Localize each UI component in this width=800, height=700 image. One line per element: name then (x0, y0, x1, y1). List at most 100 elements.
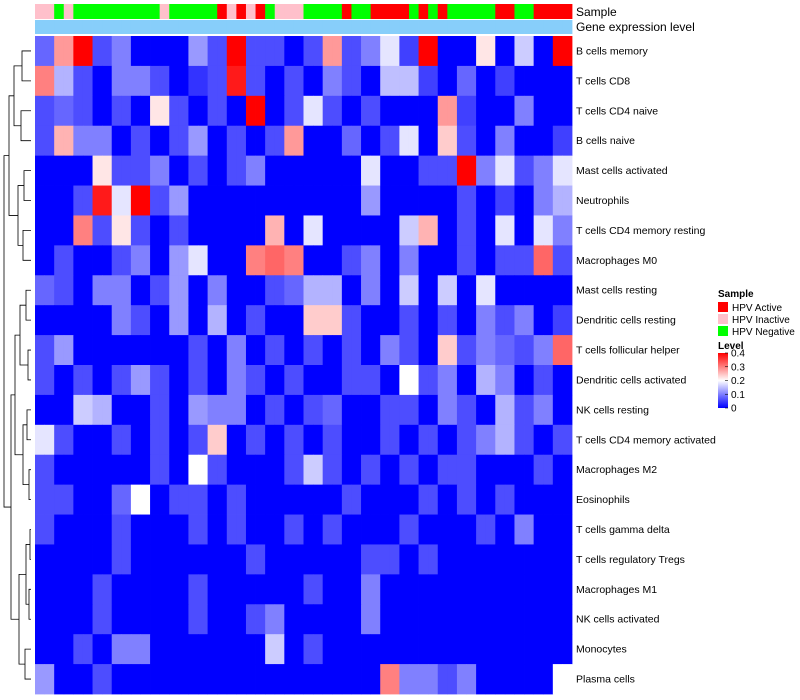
heatmap-cell (332, 305, 343, 336)
heatmap-cell (265, 275, 276, 306)
heatmap-cell (121, 275, 132, 306)
heatmap-cell (121, 574, 132, 605)
row-label: T cells CD4 naive (576, 105, 658, 117)
heatmap-cell (159, 305, 170, 336)
heatmap-cell (217, 484, 228, 515)
heatmap-cell (274, 125, 285, 157)
heatmap-cell (332, 484, 343, 515)
heatmap-cell (562, 424, 573, 456)
heatmap-cell (485, 215, 496, 246)
sample-annotation-cell (73, 4, 84, 19)
heatmap-cell (140, 424, 151, 456)
heatmap-cell (63, 664, 74, 695)
heatmap-cell (293, 36, 304, 67)
heatmap-cell (399, 155, 410, 186)
heatmap-cell (380, 245, 391, 276)
heatmap-cell (82, 454, 93, 486)
heatmap-cell (111, 574, 122, 605)
heatmap-cell (533, 185, 544, 216)
heatmap-cell (562, 36, 573, 67)
heatmap-cell (370, 664, 381, 695)
heatmap-cell (514, 65, 525, 97)
heatmap-cell (562, 454, 573, 486)
heatmap-cell (236, 36, 247, 67)
heatmap-cell (399, 604, 410, 635)
heatmap-cell (437, 155, 448, 186)
heatmap-cell (447, 514, 458, 545)
sample-annotation-cell (111, 4, 122, 19)
heatmap-cell (466, 36, 477, 67)
heatmap-cell (121, 335, 132, 366)
heatmap-cell (476, 634, 487, 665)
heatmap-cell (82, 544, 93, 575)
heatmap-cell (466, 215, 477, 246)
heatmap-cell (293, 514, 304, 545)
heatmap-cell (332, 514, 343, 545)
heatmap-cell (35, 484, 45, 515)
heatmap-cell (562, 155, 573, 186)
heatmap-cell (370, 544, 381, 575)
heatmap-cell (150, 424, 161, 456)
heatmap-cell (226, 634, 237, 665)
heatmap-cell (121, 604, 132, 635)
heatmap-cell (236, 95, 247, 127)
heatmap-cell (92, 454, 103, 486)
row-label: T cells regulatory Tregs (576, 554, 685, 566)
heatmap-cell (504, 335, 515, 366)
heatmap-cell (332, 604, 343, 635)
heatmap-cell (428, 634, 439, 665)
heatmap-cell (102, 394, 113, 426)
heatmap-cell (226, 36, 237, 67)
heatmap-cell (380, 604, 391, 635)
heatmap-cell (341, 365, 352, 396)
heatmap-cell (284, 514, 295, 545)
heatmap-cell (44, 514, 55, 545)
heatmap-cell (476, 65, 487, 97)
heatmap-cell (217, 95, 228, 127)
heatmap-cell (226, 574, 237, 605)
heatmap-cell (428, 604, 439, 635)
heatmap-cell (159, 155, 170, 186)
sample-legend-title: Sample (718, 289, 754, 300)
heatmap-cell (351, 185, 362, 216)
heatmap-cell (92, 574, 103, 605)
heatmap-cell (140, 514, 151, 545)
heatmap-cell (265, 36, 276, 67)
heatmap-cell (361, 125, 372, 157)
heatmap-cell (408, 155, 419, 186)
heatmap-cell (217, 514, 228, 545)
heatmap-cell (389, 305, 400, 336)
dendrogram-branch (3, 155, 11, 508)
heatmap-cell (495, 424, 506, 456)
sample-annotation-cell (562, 4, 573, 19)
sample-legend-label: HPV Inactive (732, 315, 790, 326)
heatmap-cell (447, 335, 458, 366)
heatmap-cell (456, 65, 467, 97)
heatmap-cell (447, 365, 458, 396)
heatmap-cell (274, 335, 285, 366)
heatmap-cell (265, 484, 276, 515)
heatmap-cell (111, 335, 122, 366)
heatmap-cell (514, 335, 525, 366)
heatmap-cell (217, 125, 228, 157)
heatmap-cell (543, 155, 554, 186)
sample-annotation-cell (102, 4, 113, 19)
heatmap-cell (313, 394, 324, 426)
heatmap-cell (504, 95, 515, 127)
heatmap-cell (428, 454, 439, 486)
heatmap-cell (370, 275, 381, 306)
heatmap-cell (255, 574, 266, 605)
heatmap-cell (274, 305, 285, 336)
heatmap-cell (456, 634, 467, 665)
level-tick-label: 0.1 (731, 390, 745, 401)
heatmap-cell (255, 65, 266, 97)
heatmap-cell (63, 245, 74, 276)
heatmap-cell (332, 335, 343, 366)
heatmap-cell (543, 604, 554, 635)
heatmap-cell (495, 574, 506, 605)
heatmap-cell (389, 544, 400, 575)
heatmap-cell (140, 185, 151, 216)
heatmap-cell (121, 36, 132, 67)
heatmap-cell (351, 65, 362, 97)
heatmap-cell (408, 544, 419, 575)
